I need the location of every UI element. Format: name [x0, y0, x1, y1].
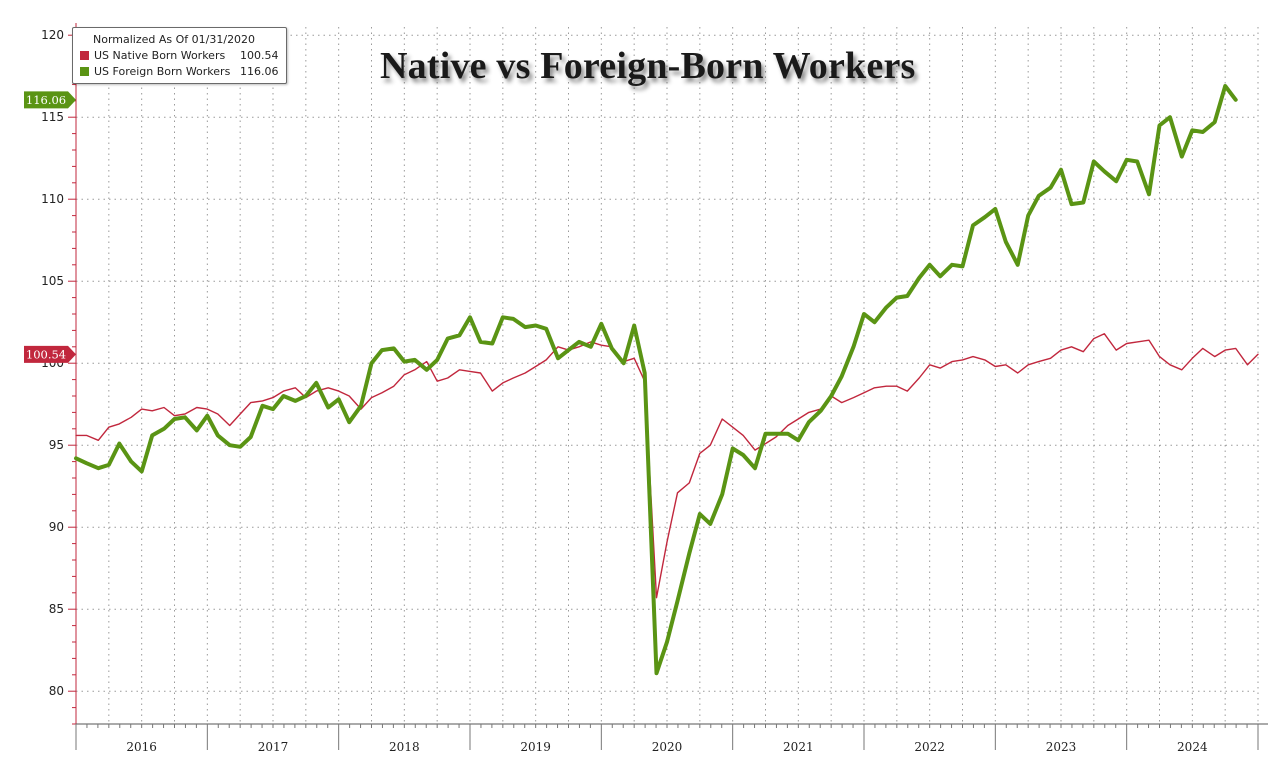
y-tick-label: 115	[41, 110, 64, 124]
y-tick-label: 110	[41, 192, 64, 206]
legend: Normalized As Of 01/31/2020 US Native Bo…	[72, 27, 287, 84]
last-value-label: 116.06	[26, 93, 66, 107]
series-line-native	[75, 333, 1259, 599]
legend-label-native: US Native Born Workers	[94, 49, 226, 62]
legend-value-native: 100.54	[240, 49, 279, 62]
x-tick-label: 2016	[126, 740, 157, 754]
y-tick-label: 80	[49, 684, 64, 698]
last-value-tag	[24, 345, 76, 363]
chart-title: Native vs Foreign-Born Workers	[380, 45, 916, 87]
series-lines	[74, 84, 1259, 676]
x-tick-label: 2020	[652, 740, 683, 754]
x-tick-label: 2023	[1046, 740, 1077, 754]
x-tick-label: 2017	[258, 740, 289, 754]
legend-value-foreign: 116.06	[240, 65, 279, 78]
last-value-label: 100.54	[26, 347, 66, 361]
x-tick-label: 2024	[1177, 740, 1208, 754]
legend-header: Normalized As Of 01/31/2020	[93, 33, 256, 46]
legend-label-foreign: US Foreign Born Workers	[94, 65, 231, 78]
last-value-markers: 100.54 116.06	[24, 91, 76, 363]
x-tick-label: 2019	[520, 740, 551, 754]
last-value-tag	[24, 91, 76, 109]
x-tick-label: 2022	[914, 740, 945, 754]
gridlines	[75, 27, 1259, 724]
y-tick-label: 95	[49, 438, 64, 452]
y-tick-label: 90	[49, 520, 64, 534]
x-tick-label: 2018	[389, 740, 420, 754]
y-tick-label: 85	[49, 602, 64, 616]
x-tick-label: 2021	[783, 740, 814, 754]
series-line-foreign	[74, 84, 1238, 676]
legend-swatch-foreign	[80, 67, 89, 76]
y-tick-label: 105	[41, 274, 64, 288]
legend-item-foreign: US Foreign Born Workers 116.06	[80, 65, 279, 78]
legend-item-native: US Native Born Workers 100.54	[80, 49, 279, 62]
y-tick-label: 120	[41, 28, 64, 42]
legend-swatch-native	[80, 51, 89, 60]
